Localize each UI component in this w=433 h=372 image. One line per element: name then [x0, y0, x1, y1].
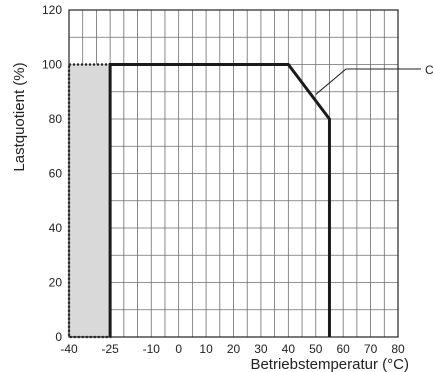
shaded-region-group	[67, 63, 112, 339]
y-tick-label: 20	[49, 276, 63, 290]
y-tick-label: 0	[55, 330, 62, 344]
plot-frame	[68, 9, 399, 338]
y-tick-label: 40	[49, 221, 63, 235]
x-tick-label: 20	[227, 342, 241, 356]
x-tick-label: 70	[364, 342, 378, 356]
annotation-group	[315, 68, 421, 95]
series-line	[108, 63, 331, 337]
grid-lines	[68, 9, 399, 338]
x-tick-label: 10	[199, 342, 213, 356]
x-tick-label: 0	[175, 342, 182, 356]
x-tick-label: 60	[336, 342, 350, 356]
x-tick-label: 30	[254, 342, 268, 356]
annotation-label: C	[425, 63, 433, 77]
y-tick-label: 80	[49, 112, 63, 126]
y-tick-label: 100	[42, 58, 62, 72]
axes-group	[68, 9, 399, 338]
x-tick-label: -25	[101, 342, 119, 356]
y-tick-label: 120	[42, 3, 62, 17]
series-group	[108, 63, 331, 337]
x-tick-label: 50	[309, 342, 323, 356]
x-tick-label: -10	[143, 342, 161, 356]
x-tick-label: 40	[282, 342, 296, 356]
annotation-leader-line	[315, 68, 421, 95]
x-tick-label: 80	[391, 342, 405, 356]
x-axis-title: Betriebstemperatur (°C)	[250, 356, 409, 372]
y-axis-title: Lastquotient (%)	[11, 62, 28, 171]
shaded-region	[67, 63, 112, 339]
tick-labels: 0 20 40 60 80 100 120 -40 -25 -10 0 10 20 30 40 50 60 70 8…	[42, 3, 405, 356]
y-tick-label: 60	[49, 167, 63, 181]
x-tick-label: -40	[60, 342, 78, 356]
